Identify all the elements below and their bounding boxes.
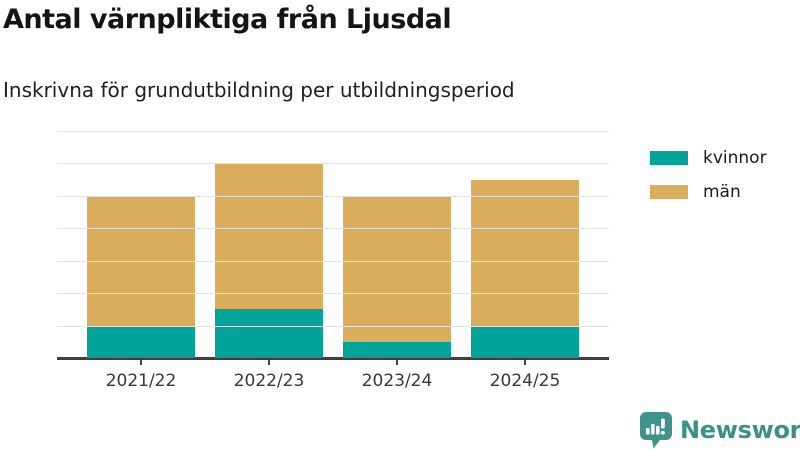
bar-segment-kvinnor-2022/23	[215, 309, 323, 358]
x-tick-2023/24	[396, 360, 398, 365]
band-2021/22: 2021/22	[77, 131, 205, 391]
x-tick-2024/25	[524, 360, 526, 365]
gridline-y-2	[57, 325, 609, 327]
gridline-y-10	[57, 195, 609, 197]
x-axis-line	[57, 357, 609, 360]
bar-segment-kvinnor-2021/22	[87, 325, 195, 358]
band-2022/23: 2022/23	[205, 131, 333, 391]
x-tick-label-2021/22: 2021/22	[105, 371, 177, 391]
plot-area: 2021/22 2022/23 2023/24 2024/25	[57, 131, 609, 391]
newsworthy-logo-icon	[639, 411, 674, 449]
bar-segment-män-2024/25	[471, 179, 579, 326]
gridline-y-12	[57, 163, 609, 165]
legend-swatch-män	[650, 185, 688, 199]
legend-item-kvinnor: kvinnor	[650, 148, 767, 168]
chart-title: Antal värnpliktiga från Ljusdal	[3, 4, 452, 35]
x-tick-label-2022/23: 2022/23	[233, 371, 305, 391]
gridline-y-14	[57, 131, 609, 132]
gridline-y-8	[57, 228, 609, 230]
legend-label-män: män	[703, 182, 741, 202]
gridline-y-6	[57, 260, 609, 262]
legend-label-kvinnor: kvinnor	[703, 148, 767, 168]
legend-swatch-kvinnor	[650, 151, 688, 165]
x-tick-label-2023/24: 2023/24	[361, 371, 433, 391]
bar-2021/22	[87, 195, 195, 358]
bar-segment-kvinnor-2023/24	[343, 341, 451, 358]
newsworthy-logo[interactable]: Newsworthy	[639, 411, 800, 449]
bar-segment-män-2022/23	[215, 163, 323, 310]
bar-2024/25	[471, 179, 579, 358]
bar-segment-kvinnor-2024/25	[471, 325, 579, 358]
legend: kvinnor män	[650, 148, 767, 216]
gridline-y-4	[57, 293, 609, 295]
x-tick-2022/23	[268, 360, 270, 365]
legend-item-män: män	[650, 182, 767, 202]
bar-2022/23	[215, 163, 323, 358]
x-tick-label-2024/25: 2024/25	[489, 371, 561, 391]
band-2023/24: 2023/24	[333, 131, 461, 391]
x-tick-2021/22	[140, 360, 142, 365]
bar-bands: 2021/22 2022/23 2023/24 2024/25	[57, 131, 609, 391]
bar-2023/24	[343, 195, 451, 358]
band-2024/25: 2024/25	[461, 131, 589, 391]
bar-segment-män-2023/24	[343, 195, 451, 342]
chart-subtitle: Inskrivna för grundutbildning per utbild…	[3, 78, 515, 102]
newsworthy-label: Newsworthy	[680, 416, 800, 444]
